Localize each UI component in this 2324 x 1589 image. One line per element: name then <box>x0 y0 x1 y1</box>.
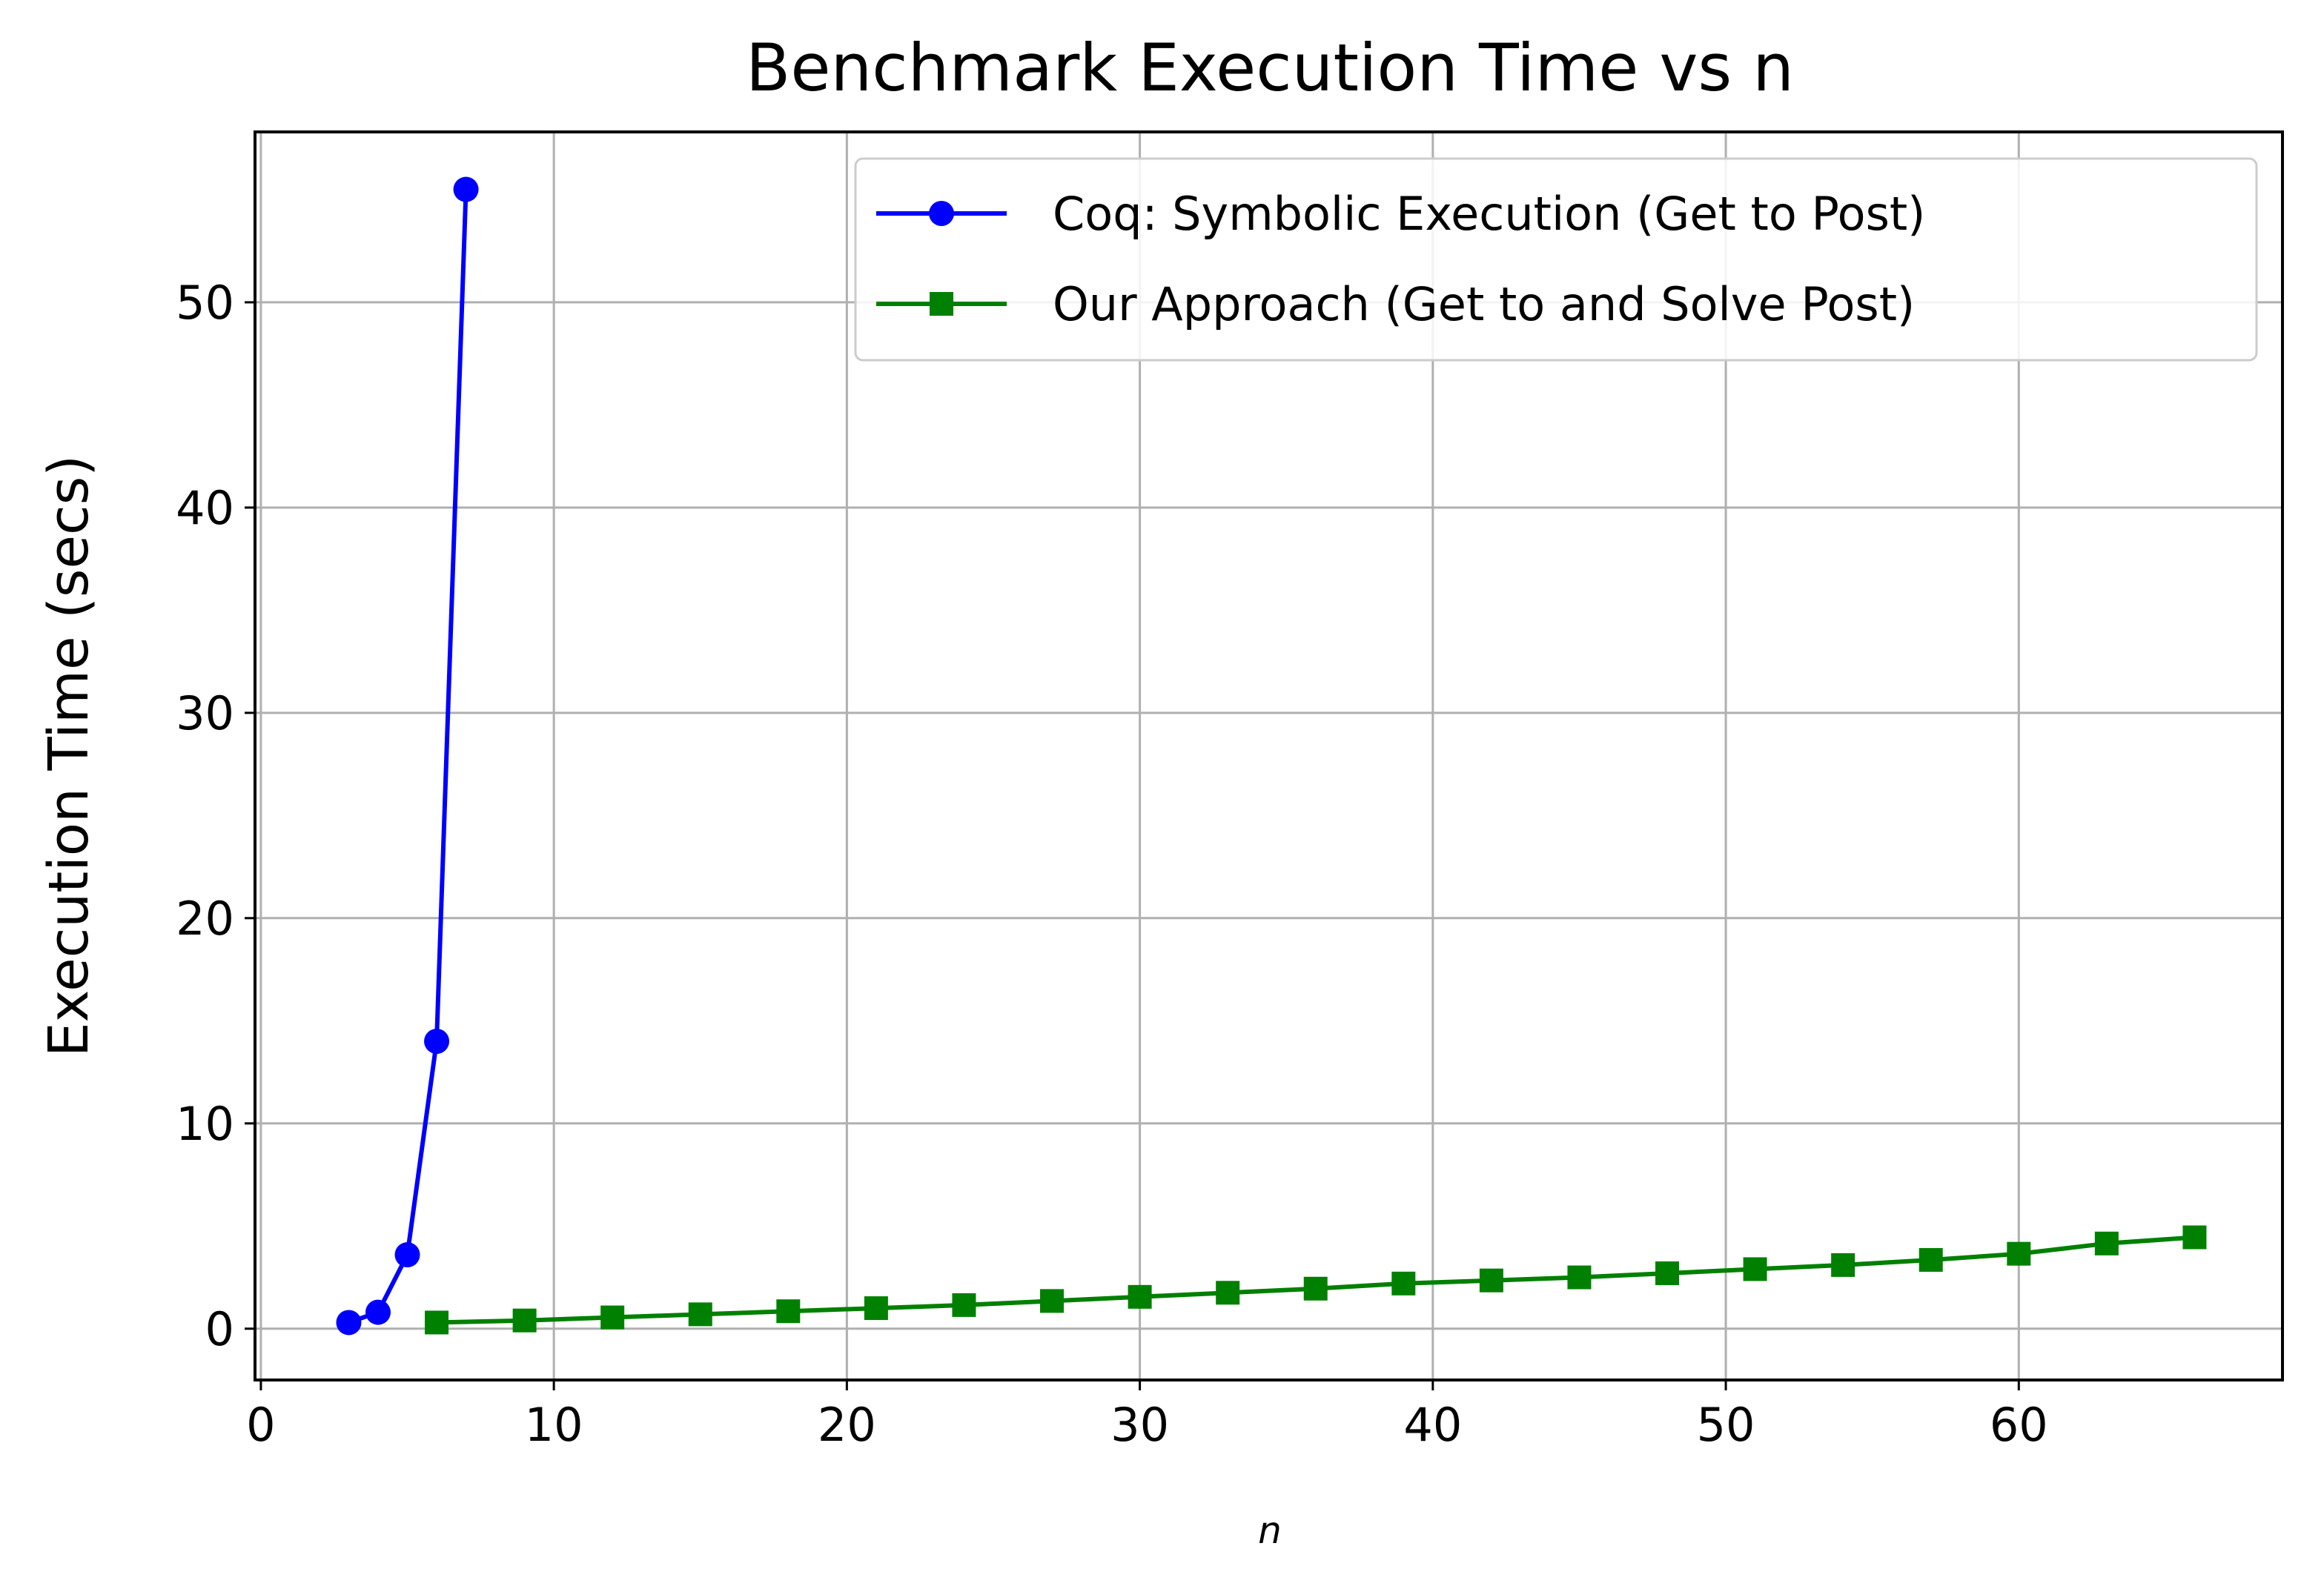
legend-marker-our-approach <box>930 292 953 316</box>
legend: Coq: Symbolic Execution (Get to Post) Ou… <box>854 157 2258 362</box>
data-point <box>776 1299 801 1324</box>
x-tick-label: 10 <box>525 1398 583 1452</box>
x-axis-label: n <box>1258 1509 1282 1552</box>
data-point <box>864 1296 888 1321</box>
legend-marker-coq <box>929 201 954 226</box>
data-point <box>2094 1231 2119 1255</box>
plot-frame <box>254 130 2284 1381</box>
y-tick-label: 0 <box>205 1302 234 1356</box>
y-tick-label: 40 <box>176 481 234 535</box>
series-1 <box>425 1225 2207 1335</box>
data-point <box>425 1310 449 1335</box>
data-point <box>600 1305 625 1330</box>
data-point <box>512 1308 537 1333</box>
data-point <box>1216 1281 1240 1305</box>
data-point <box>1303 1276 1328 1301</box>
grid-lines <box>255 132 2282 1380</box>
data-point <box>1919 1247 1943 1272</box>
data-point <box>1567 1265 1592 1290</box>
data-point <box>1128 1284 1152 1309</box>
data-point <box>424 1028 450 1054</box>
y-tick-label: 50 <box>176 276 234 330</box>
data-point <box>453 176 479 202</box>
x-tick-label: 60 <box>1990 1398 2048 1452</box>
y-tick-label: 30 <box>176 686 234 740</box>
plot-area <box>336 176 2207 1336</box>
x-tick-label: 30 <box>1110 1398 1169 1452</box>
chart-title: Benchmark Execution Time vs n <box>746 30 1794 106</box>
data-point <box>1040 1289 1065 1313</box>
data-point <box>1479 1268 1503 1293</box>
data-point <box>1391 1271 1416 1296</box>
y-axis-label: Execution Time (secs) <box>37 455 101 1057</box>
data-point <box>336 1310 362 1336</box>
data-point <box>394 1242 420 1268</box>
data-point <box>2182 1225 2207 1250</box>
data-point <box>1743 1257 1767 1281</box>
y-tick-label: 20 <box>176 892 234 946</box>
axis-ticks: 0 10 20 30 40 50 60 0 10 20 30 40 50 <box>176 276 2048 1452</box>
legend-label-coq: Coq: Symbolic Execution (Get to Post) <box>1053 187 1925 241</box>
x-tick-label: 0 <box>246 1398 275 1452</box>
x-tick-label: 40 <box>1403 1398 1462 1452</box>
series-0 <box>336 176 479 1336</box>
data-point <box>688 1302 712 1327</box>
data-point <box>1831 1253 1855 1277</box>
y-tick-label: 10 <box>176 1097 234 1151</box>
data-point <box>2007 1241 2031 1266</box>
legend-box <box>854 157 2258 362</box>
x-tick-label: 50 <box>1697 1398 1755 1452</box>
x-tick-label: 20 <box>818 1398 876 1452</box>
data-point <box>365 1299 391 1325</box>
data-point <box>1655 1261 1680 1285</box>
data-point <box>952 1293 976 1317</box>
legend-label-our-approach: Our Approach (Get to and Solve Post) <box>1053 277 1915 331</box>
